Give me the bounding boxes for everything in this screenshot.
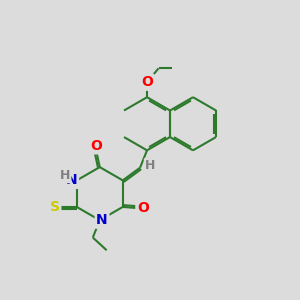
Text: O: O bbox=[90, 139, 102, 153]
Text: O: O bbox=[141, 75, 153, 89]
Text: H: H bbox=[145, 159, 156, 172]
Text: O: O bbox=[137, 201, 149, 215]
Text: H: H bbox=[59, 169, 70, 182]
Text: S: S bbox=[50, 200, 60, 214]
Text: N: N bbox=[96, 213, 108, 227]
Text: N: N bbox=[66, 173, 77, 188]
